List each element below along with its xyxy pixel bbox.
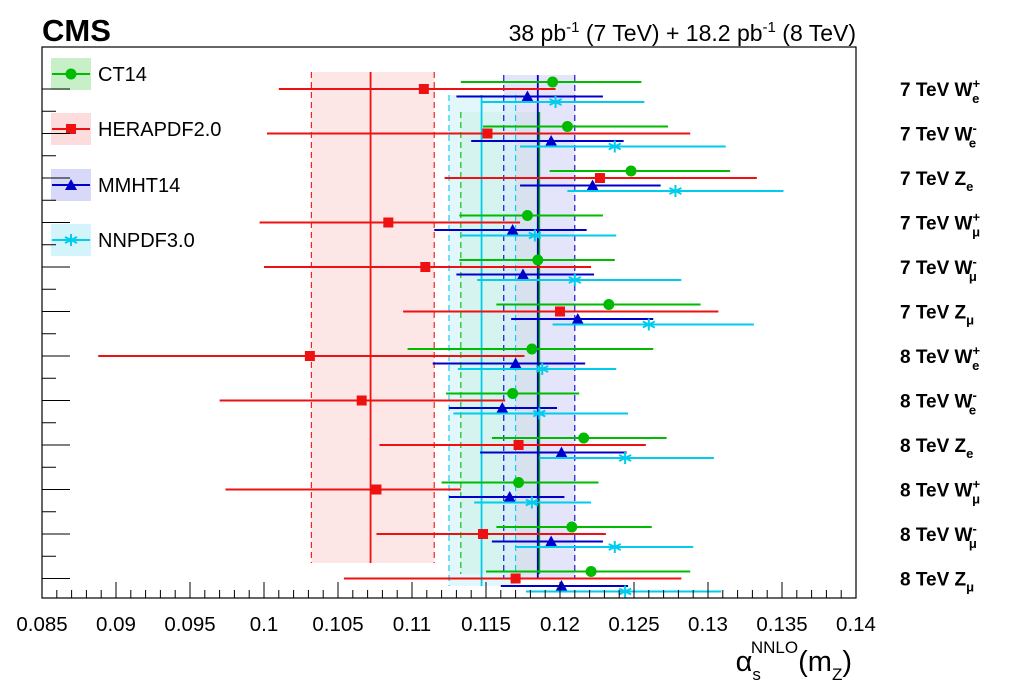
category-labels: 7 TeV W+ e 7 TeV W-e 7 TeV Ze 7 TeV W+ μ 7 TeV…	[900, 76, 981, 595]
ct14-legend-label: CT14	[98, 64, 147, 86]
herapdf2-0-point	[356, 395, 367, 406]
category-label: 8 TeV W+ e	[900, 343, 981, 373]
category-label: 8 TeV W-μ	[900, 521, 977, 551]
nnpdf3-0-point	[535, 363, 549, 375]
nnpdf3-0-legend-marker	[64, 234, 78, 246]
herapdf2-0-point	[478, 529, 489, 539]
x-tick-label: 0.12	[540, 613, 580, 636]
mmht14-point	[555, 580, 568, 591]
ct14-point	[532, 254, 544, 266]
ct14-point	[578, 432, 590, 444]
herapdf2-0-point	[418, 84, 429, 94]
category-label: 7 TeV W+ μ	[900, 210, 981, 240]
ct14-point	[561, 121, 573, 132]
ct14-point	[526, 343, 538, 355]
nnpdf3-0-point	[668, 185, 682, 197]
mmht14-point	[555, 446, 568, 458]
nnpdf3-0-point	[528, 229, 542, 242]
mmht14-point	[545, 135, 558, 146]
herapdf2-0-point	[482, 128, 493, 139]
x-tick-label: 0.095	[164, 613, 215, 636]
category-label: 8 TeV W-e	[900, 388, 977, 418]
mmht14-point	[586, 179, 599, 191]
nnpdf3-0-point	[608, 541, 622, 553]
herapdf2-0-band	[311, 72, 435, 563]
category-label: 7 TeV W+ e	[900, 76, 981, 106]
herapdf2-0-legend-label: HERAPDF2.0	[98, 119, 221, 141]
mmht14-legend-marker	[65, 179, 77, 190]
nnpdf3-0-point	[618, 585, 632, 598]
ct14-point	[603, 299, 615, 310]
mmht14-legend-label: MMHT14	[98, 175, 180, 197]
ct14-point	[513, 477, 525, 488]
nnpdf3-0-point	[618, 452, 632, 464]
herapdf2-0-point	[510, 573, 521, 584]
category-label: 7 TeV W-μ	[900, 254, 977, 284]
herapdf2-0-point	[304, 351, 315, 361]
mmht14-point	[571, 313, 584, 324]
category-label: 7 TeV Ze	[900, 169, 973, 194]
luminosity-label: 38 pb-1 (7 TeV) + 18.2 pb-1 (8 TeV)	[509, 19, 856, 46]
category-label: 7 TeV Zμ	[900, 303, 974, 328]
x-tick-label: 0.085	[16, 613, 67, 636]
herapdf2-0-point	[513, 440, 524, 450]
category-label: 8 TeV Ze	[900, 436, 973, 461]
ct14-point	[625, 165, 637, 177]
x-tick-label: 0.115	[461, 613, 511, 636]
nnpdf3-0-point	[568, 274, 582, 286]
x-tick-label: 0.13	[688, 613, 728, 636]
ct14-point	[507, 388, 519, 399]
mmht14-point	[503, 491, 516, 502]
data-points	[98, 76, 784, 598]
ct14-point	[566, 521, 578, 533]
mmht14-point	[506, 224, 519, 235]
x-tick-label: 0.09	[96, 613, 136, 636]
x-tick-label: 0.125	[608, 613, 659, 636]
legend: CT14 HERAPDF2.0 MMHT14 NNPDF3.0	[51, 58, 221, 256]
nnpdf3-0-point	[642, 318, 656, 331]
experiment-label: CMS	[42, 13, 111, 48]
category-label: 8 TeV W+ μ	[900, 477, 981, 507]
mmht14-point	[521, 90, 534, 102]
mmht14-point	[517, 268, 529, 280]
x-tick-label: 0.14	[836, 613, 876, 636]
ct14-point	[547, 76, 559, 88]
herapdf2-0-point	[555, 306, 565, 317]
ct14-point	[585, 566, 597, 577]
nnpdf3-0-point	[525, 496, 539, 509]
category-label: 8 TeV Zμ	[900, 570, 974, 595]
nnpdf3-0-point	[532, 407, 546, 420]
herapdf2-0-point	[371, 484, 382, 495]
ct14-legend-marker	[65, 68, 77, 80]
pdf-bands	[311, 72, 575, 586]
mmht14-point	[509, 357, 522, 369]
nnpdf3-0-legend-label: NNPDF3.0	[98, 230, 195, 252]
x-axis-title: αsNNLO(mZ)	[736, 638, 852, 684]
mmht14-point	[496, 402, 509, 413]
herapdf2-0-point	[383, 217, 394, 228]
category-label: 7 TeV W-e	[900, 121, 977, 151]
x-tick-label: 0.135	[756, 613, 807, 636]
nnpdf3-0-point	[608, 140, 622, 153]
mmht14-point	[545, 535, 558, 547]
x-tick-label: 0.1	[250, 613, 279, 636]
x-tick-label: 0.105	[312, 613, 363, 636]
x-axis: 0.085 0.09 0.095 0.1 0.105 0.11 0.115 0.12 0.125…	[16, 88, 876, 636]
herapdf2-0-point	[420, 262, 431, 272]
x-tick-label: 0.11	[393, 613, 431, 636]
nnpdf3-0-point	[549, 96, 563, 108]
ct14-point	[521, 210, 533, 221]
herapdf2-0-point	[594, 173, 605, 183]
plot-frame	[41, 46, 857, 599]
herapdf2-0-legend-marker	[66, 124, 76, 134]
